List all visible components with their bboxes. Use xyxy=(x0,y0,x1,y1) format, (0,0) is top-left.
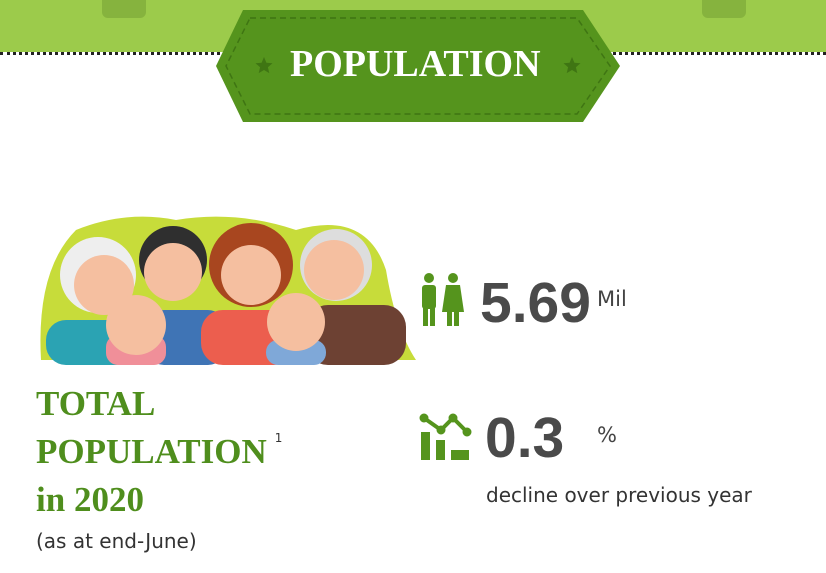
label-line2-row: POPULATION 1 xyxy=(36,428,282,476)
header-tab-decoration xyxy=(702,0,746,18)
change-caption: decline over previous year xyxy=(486,483,752,507)
star-icon xyxy=(255,57,273,74)
label-line3: in 2020 xyxy=(36,480,144,519)
trend-chart-icon xyxy=(419,413,472,460)
change-value: 0.3 xyxy=(485,406,565,470)
footnote-marker: 1 xyxy=(274,431,283,445)
label-line2: POPULATION xyxy=(36,432,267,471)
header-tab-decoration xyxy=(102,0,146,18)
star-icon xyxy=(563,57,581,74)
family-illustration xyxy=(40,216,416,365)
label-line1: TOTAL xyxy=(36,384,156,423)
people-icon xyxy=(422,273,464,326)
population-unit: Mil xyxy=(597,287,627,311)
title-badge xyxy=(216,10,620,122)
page-title: POPULATION xyxy=(290,43,541,85)
change-unit: % xyxy=(597,423,617,447)
label-note: (as at end-June) xyxy=(36,529,197,553)
population-value: 5.69 xyxy=(480,271,591,335)
